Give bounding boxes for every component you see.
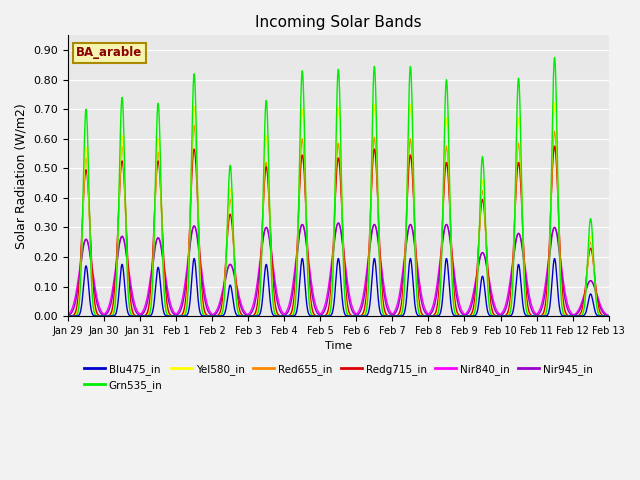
Red655_in <box>318 313 326 319</box>
Blu475_in <box>605 313 612 319</box>
Nir945_in <box>605 313 612 319</box>
Line: Nir840_in: Nir840_in <box>68 223 609 315</box>
Text: BA_arable: BA_arable <box>76 47 142 60</box>
Nir840_in <box>460 310 467 316</box>
Nir945_in <box>429 306 437 312</box>
Yel580_in <box>318 313 326 319</box>
Line: Yel580_in: Yel580_in <box>68 103 609 316</box>
Yel580_in <box>429 313 437 319</box>
Yel580_in <box>64 313 72 319</box>
Nir840_in <box>318 309 326 315</box>
Nir840_in <box>604 312 612 318</box>
Nir840_in <box>335 220 342 226</box>
Yel580_in <box>604 313 612 319</box>
Blu475_in <box>550 256 558 262</box>
Redg715_in <box>604 313 612 319</box>
Grn535_in <box>460 313 467 319</box>
Nir945_in <box>460 312 467 318</box>
Blu475_in <box>429 313 437 319</box>
Redg715_in <box>64 313 72 319</box>
Grn535_in <box>490 313 498 319</box>
Redg715_in <box>318 313 326 319</box>
Red655_in <box>604 313 612 319</box>
Nir840_in <box>161 270 169 276</box>
Blu475_in <box>460 313 467 319</box>
Red655_in <box>490 312 498 318</box>
Blu475_in <box>490 313 498 319</box>
Nir840_in <box>490 300 498 306</box>
Line: Blu475_in: Blu475_in <box>68 259 609 316</box>
X-axis label: Time: Time <box>324 341 352 351</box>
Redg715_in <box>429 312 437 318</box>
Nir945_in <box>335 220 342 226</box>
Red655_in <box>64 313 72 319</box>
Redg715_in <box>460 313 467 319</box>
Nir945_in <box>490 305 498 311</box>
Line: Red655_in: Red655_in <box>68 125 609 316</box>
Red655_in <box>460 313 467 319</box>
Blu475_in <box>64 313 72 319</box>
Grn535_in <box>429 313 437 319</box>
Blu475_in <box>318 313 326 319</box>
Red655_in <box>161 289 169 295</box>
Grn535_in <box>550 55 558 60</box>
Blu475_in <box>604 313 612 319</box>
Redg715_in <box>550 144 558 149</box>
Nir945_in <box>604 313 612 319</box>
Yel580_in <box>550 100 558 106</box>
Grn535_in <box>604 313 612 319</box>
Redg715_in <box>161 281 169 287</box>
Grn535_in <box>605 313 612 319</box>
Blu475_in <box>161 312 169 318</box>
Legend: Blu475_in, Grn535_in, Yel580_in, Red655_in, Redg715_in, Nir840_in, Nir945_in: Blu475_in, Grn535_in, Yel580_in, Red655_… <box>79 360 597 395</box>
Red655_in <box>190 122 198 128</box>
Nir840_in <box>605 312 612 318</box>
Red655_in <box>429 313 437 319</box>
Redg715_in <box>605 313 612 319</box>
Line: Nir945_in: Nir945_in <box>68 223 609 316</box>
Yel580_in <box>460 313 467 319</box>
Redg715_in <box>490 312 498 317</box>
Nir840_in <box>429 300 437 306</box>
Nir840_in <box>64 312 72 317</box>
Yel580_in <box>161 296 169 302</box>
Red655_in <box>605 313 612 319</box>
Grn535_in <box>64 313 72 319</box>
Nir945_in <box>161 276 169 282</box>
Line: Grn535_in: Grn535_in <box>68 58 609 316</box>
Nir945_in <box>64 312 72 318</box>
Yel580_in <box>605 313 612 319</box>
Nir945_in <box>318 312 326 317</box>
Grn535_in <box>318 313 326 319</box>
Y-axis label: Solar Radiation (W/m2): Solar Radiation (W/m2) <box>15 103 28 249</box>
Title: Incoming Solar Bands: Incoming Solar Bands <box>255 15 422 30</box>
Yel580_in <box>490 313 498 319</box>
Line: Redg715_in: Redg715_in <box>68 146 609 316</box>
Grn535_in <box>161 302 169 308</box>
